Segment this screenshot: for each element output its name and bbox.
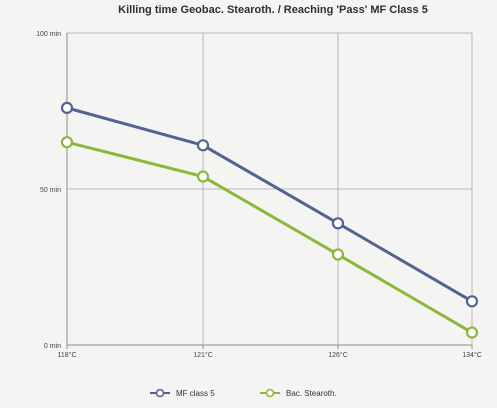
legend-marker [265,388,275,398]
legend: MF class 5 Bac. Stearoth. [150,388,337,398]
series-layer [60,101,479,339]
legend-label: MF class 5 [176,389,215,398]
data-point [196,139,210,152]
y-tick-label: 0 min [44,343,61,350]
data-point [465,295,479,308]
data-point [331,248,345,261]
grid-layer [66,32,473,349]
x-tick-label: 118°C [57,351,76,359]
y-tick-label: 50 min [40,187,61,194]
data-point [196,170,210,183]
data-point [465,326,479,339]
x-tick-label: 121°C [193,351,213,359]
series-line [66,140,473,334]
chart-title: Killing time Geobac. Stearoth. / Reachin… [118,4,428,16]
x-tick-label: 134°C [462,351,482,359]
data-point [60,101,74,114]
legend-label: Bac. Stearoth. [286,389,337,398]
y-tick-label: 100 min [36,31,61,38]
series-line [66,106,473,303]
legend-marker [155,388,165,398]
data-point [331,217,345,230]
tick-layer: 0 min 50 min 100 min 118°C 121°C 126°C 134°C [36,31,482,359]
data-point [60,136,74,149]
x-tick-label: 126°C [328,351,348,359]
